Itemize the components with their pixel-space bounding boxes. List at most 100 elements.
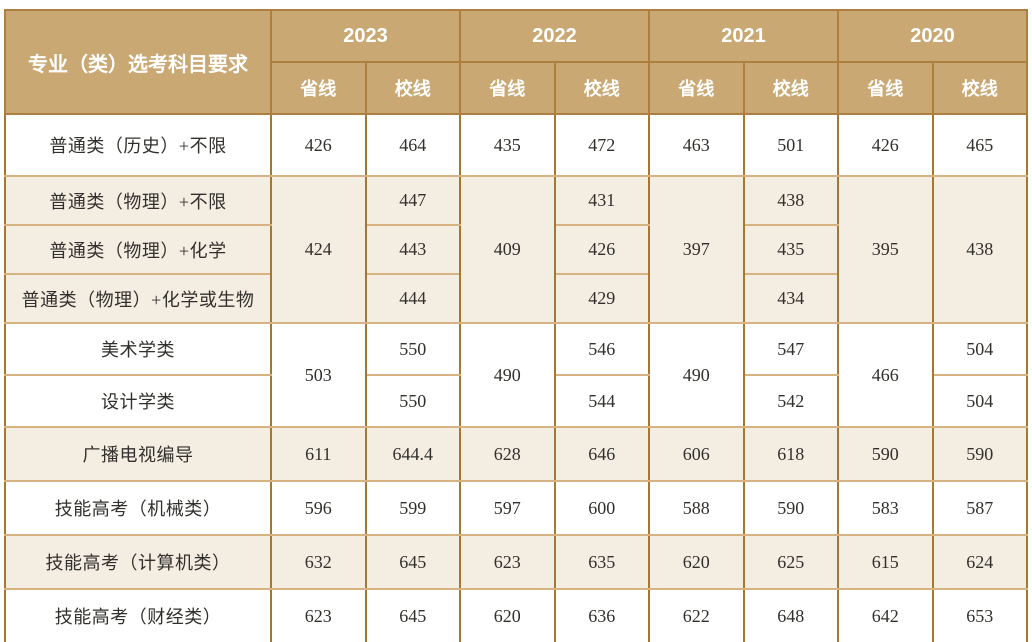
score-cell: 504 <box>931 322 1028 376</box>
score-cell: 501 <box>742 113 839 177</box>
score-cell: 645 <box>364 588 461 642</box>
score-cell: 600 <box>553 480 650 536</box>
row-label: 广播电视编导 <box>4 426 272 482</box>
score-cell: 635 <box>553 534 650 590</box>
table-row: 普通类（物理）+化学或生物 444 429 434 <box>4 273 1027 324</box>
score-cell-merged: 503 <box>270 322 367 428</box>
score-cell: 623 <box>459 534 556 590</box>
score-cell: 435 <box>742 224 839 275</box>
score-cell: 546 <box>553 322 650 376</box>
score-cell: 438 <box>742 175 839 226</box>
score-cell: 550 <box>364 322 461 376</box>
score-cell: 547 <box>742 322 839 376</box>
score-cell-merged: 490 <box>648 322 745 428</box>
score-cell: 624 <box>931 534 1028 590</box>
row-label: 普通类（物理）+化学 <box>4 224 272 275</box>
score-cell: 434 <box>742 273 839 324</box>
score-cell: 429 <box>553 273 650 324</box>
score-cell: 444 <box>364 273 461 324</box>
row-label: 技能高考（计算机类） <box>4 534 272 590</box>
score-cell: 426 <box>837 113 934 177</box>
subheader-school-line: 校线 <box>931 61 1028 115</box>
table-row: 设计学类 550 544 542 504 <box>4 374 1028 428</box>
header-row-sub: 省线 校线 省线 校线 省线 校线 省线 校线 <box>5 61 1028 115</box>
subheader-school-line: 校线 <box>553 61 650 115</box>
score-cell: 606 <box>648 426 745 482</box>
score-cell: 590 <box>837 426 934 482</box>
score-cell: 435 <box>459 113 556 177</box>
subheader-province-line: 省线 <box>270 61 367 115</box>
subheader-province-line: 省线 <box>837 61 934 115</box>
score-cell: 472 <box>553 113 650 177</box>
score-cell: 623 <box>270 588 367 642</box>
row-label: 技能高考（财经类） <box>4 588 272 642</box>
admission-scores-table: 专业（类）选考科目要求 2023 2022 2021 2020 省线 校线 省线… <box>4 9 1028 642</box>
score-cell: 443 <box>364 224 461 275</box>
score-cell: 642 <box>837 588 934 642</box>
subheader-school-line: 校线 <box>364 61 461 115</box>
score-cell: 544 <box>553 374 650 428</box>
score-cell: 615 <box>837 534 934 590</box>
subheader-school-line: 校线 <box>742 61 839 115</box>
score-cell-merged: 409 <box>459 175 556 324</box>
table-row: 普通类（物理）+化学 443 426 435 <box>4 224 1027 275</box>
subheader-province-line: 省线 <box>459 61 556 115</box>
score-cell: 625 <box>742 534 839 590</box>
score-cell: 622 <box>648 588 745 642</box>
score-cell: 587 <box>931 480 1028 536</box>
table-row: 技能高考（财经类） 623 645 620 636 622 648 642 65… <box>4 588 1028 642</box>
row-label: 美术学类 <box>4 322 272 376</box>
row-label: 普通类（物理）+不限 <box>4 175 272 226</box>
row-label: 普通类（历史）+不限 <box>4 113 272 177</box>
score-cell: 590 <box>742 480 839 536</box>
score-cell: 653 <box>931 588 1028 642</box>
score-cell: 599 <box>364 480 461 536</box>
score-cell: 447 <box>364 175 461 226</box>
score-cell: 426 <box>270 113 367 177</box>
score-cell: 463 <box>648 113 745 177</box>
score-cell: 611 <box>270 426 367 482</box>
score-cell: 464 <box>364 113 461 177</box>
score-cell: 550 <box>364 374 461 428</box>
row-label: 普通类（物理）+化学或生物 <box>4 273 272 324</box>
table-row: 普通类（历史）+不限 426 464 435 472 463 501 426 4… <box>4 113 1028 177</box>
score-cell-merged: 397 <box>648 175 745 324</box>
score-cell-merged: 466 <box>837 322 934 428</box>
score-cell: 588 <box>648 480 745 536</box>
category-header-cell: 专业（类）选考科目要求 <box>4 9 272 115</box>
table-row: 美术学类 503 550 490 546 490 547 466 504 <box>4 322 1028 428</box>
score-cell: 645 <box>364 534 461 590</box>
score-cell-merged: 424 <box>270 175 367 324</box>
score-cell: 504 <box>931 374 1028 428</box>
year-header-2021: 2021 <box>648 9 839 63</box>
score-cell: 636 <box>553 588 650 642</box>
row-label: 技能高考（机械类） <box>4 480 272 536</box>
score-cell-merged: 438 <box>931 175 1028 324</box>
score-cell-merged: 395 <box>837 175 934 324</box>
subheader-province-line: 省线 <box>648 61 745 115</box>
score-cell: 644.4 <box>364 426 461 482</box>
table-row: 技能高考（计算机类） 632 645 623 635 620 625 615 6… <box>4 534 1028 590</box>
score-cell: 648 <box>742 588 839 642</box>
table-row: 广播电视编导 611 644.4 628 646 606 618 590 590 <box>4 426 1028 482</box>
score-cell: 465 <box>931 113 1028 177</box>
score-cell: 542 <box>742 374 839 428</box>
score-cell: 620 <box>459 588 556 642</box>
table-row: 普通类（物理）+不限 424 447 409 431 397 438 395 4… <box>4 175 1028 324</box>
score-cell: 590 <box>931 426 1028 482</box>
year-header-2022: 2022 <box>459 9 650 63</box>
year-header-2020: 2020 <box>837 9 1028 63</box>
score-cell: 431 <box>553 175 650 226</box>
score-cell: 583 <box>837 480 934 536</box>
table-row: 技能高考（机械类） 596 599 597 600 588 590 583 58… <box>4 480 1028 536</box>
row-label: 设计学类 <box>4 374 272 428</box>
score-cell: 618 <box>742 426 839 482</box>
score-cell: 620 <box>648 534 745 590</box>
score-cell: 632 <box>270 534 367 590</box>
score-cell: 646 <box>553 426 650 482</box>
score-cell: 597 <box>459 480 556 536</box>
score-cell-merged: 490 <box>459 322 556 428</box>
score-cell: 628 <box>459 426 556 482</box>
year-header-2023: 2023 <box>270 9 461 63</box>
